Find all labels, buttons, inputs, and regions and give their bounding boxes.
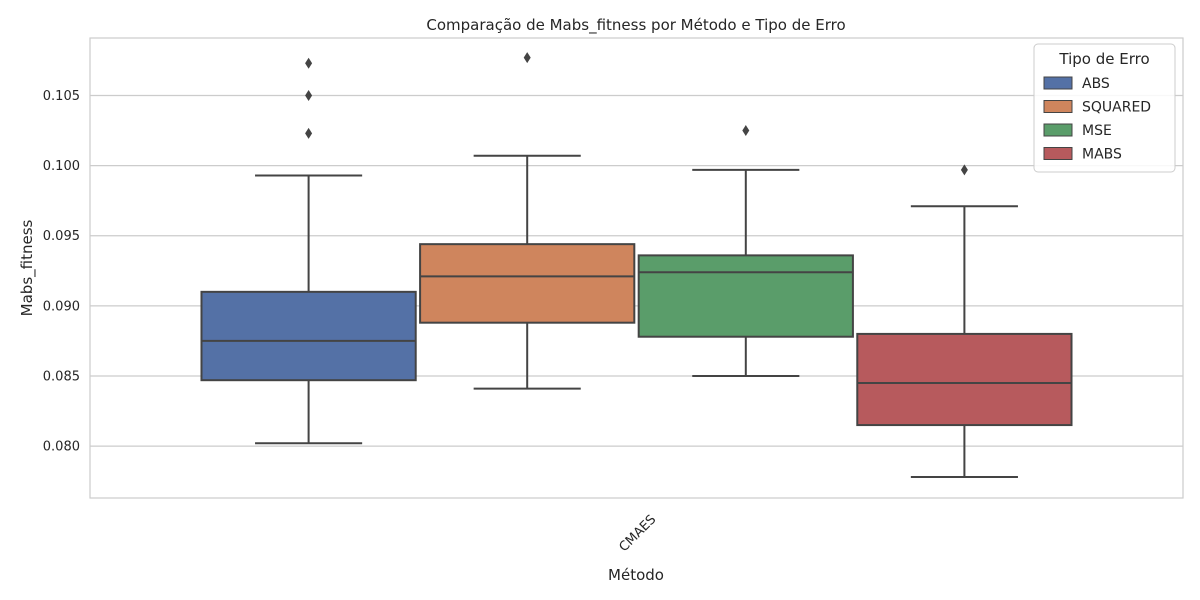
legend-item-abs: ABS xyxy=(1043,76,1110,92)
outlier-point xyxy=(305,90,313,101)
x-axis-title: Método xyxy=(608,566,664,584)
plot-frame xyxy=(89,37,1184,499)
x-tick-label: CMAES xyxy=(616,512,659,555)
legend-swatch xyxy=(1043,100,1073,113)
y-tick-label: 0.090 xyxy=(43,299,80,314)
outlier-point xyxy=(742,125,750,137)
legend-label: MABS xyxy=(1082,147,1122,163)
y-axis-ticks: 0.080 0.085 0.090 0.095 0.100 0.105 xyxy=(43,89,80,455)
box-iqr xyxy=(200,290,417,382)
outlier-point xyxy=(305,127,313,139)
box-iqr xyxy=(419,243,636,324)
box-iqr xyxy=(637,254,854,338)
legend-item-mabs: MABS xyxy=(1043,147,1122,163)
legend-label: MSE xyxy=(1082,123,1112,139)
box-mse xyxy=(637,125,854,377)
outlier-point xyxy=(305,57,313,69)
legend-label: ABS xyxy=(1082,76,1110,92)
legend-swatch xyxy=(1043,76,1073,90)
box-mabs xyxy=(856,164,1073,478)
legend-swatch xyxy=(1043,123,1073,137)
y-tick-label: 0.095 xyxy=(43,229,80,244)
legend-swatch xyxy=(1043,147,1073,160)
y-tick-label: 0.080 xyxy=(43,440,80,455)
y-axis-title: Mabs_fitness xyxy=(18,219,37,316)
box-iqr xyxy=(856,332,1073,427)
legend: Tipo de Erro ABS SQUARED MSE MABS xyxy=(1033,43,1176,173)
y-tick-label: 0.085 xyxy=(43,369,80,384)
legend-item-mse: MSE xyxy=(1043,123,1112,139)
x-axis-ticks: CMAES xyxy=(616,512,659,555)
box-abs xyxy=(200,57,417,445)
box-squared xyxy=(419,52,636,390)
y-tick-label: 0.105 xyxy=(43,89,80,104)
legend-label: SQUARED xyxy=(1082,100,1151,116)
legend-item-squared: SQUARED xyxy=(1043,100,1151,116)
y-tick-label: 0.100 xyxy=(43,159,80,174)
legend-box xyxy=(1033,43,1176,173)
chart-title: Comparação de Mabs_fitness por Método e … xyxy=(426,16,845,35)
legend-title: Tipo de Erro xyxy=(1058,50,1149,68)
boxes xyxy=(200,52,1073,478)
outlier-point xyxy=(523,52,531,64)
outlier-point xyxy=(960,164,968,176)
